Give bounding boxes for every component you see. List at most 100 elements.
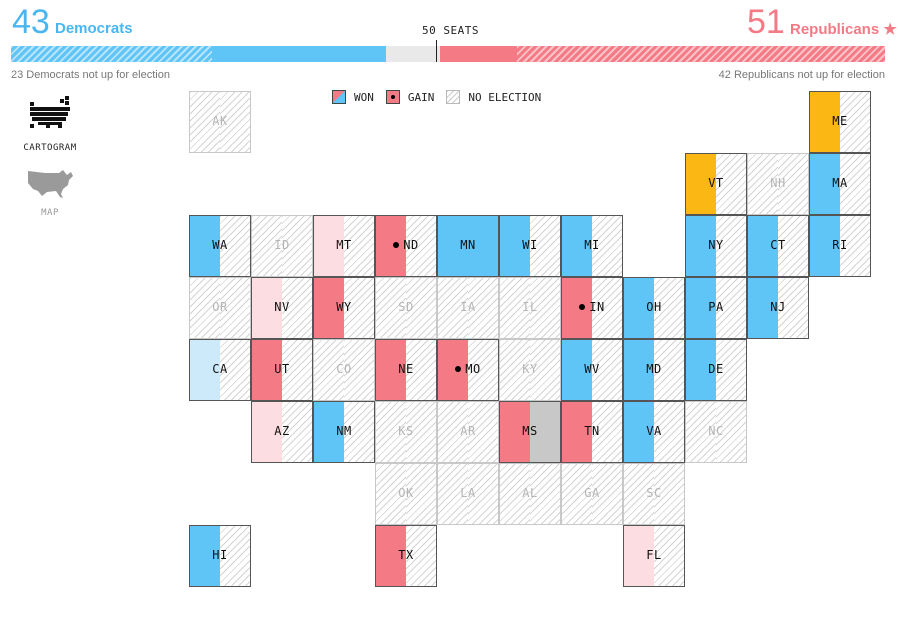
state-fill-right: [468, 340, 498, 400]
state-fill-right: [716, 278, 746, 338]
state-abbr-text: WV: [584, 362, 600, 376]
state-cell-wa[interactable]: WA: [189, 215, 251, 277]
state-cell-ma[interactable]: MA: [809, 153, 871, 215]
state-cell-ri[interactable]: RI: [809, 215, 871, 277]
state-fill-right: [654, 526, 684, 586]
state-cell-me[interactable]: ME: [809, 91, 871, 153]
state-abbr-me: ME: [810, 114, 870, 128]
state-cell-tx[interactable]: TX: [375, 525, 437, 587]
state-cell-nh[interactable]: NH: [747, 153, 809, 215]
state-cell-ct[interactable]: CT: [747, 215, 809, 277]
state-cell-oh[interactable]: OH: [623, 277, 685, 339]
state-cell-mn[interactable]: MN: [437, 215, 499, 277]
state-fill-left: [376, 526, 406, 586]
state-cell-hi[interactable]: HI: [189, 525, 251, 587]
state-cell-ok[interactable]: OK: [375, 463, 437, 525]
state-cell-la[interactable]: LA: [437, 463, 499, 525]
state-cell-vt[interactable]: VT: [685, 153, 747, 215]
state-abbr-text: FL: [646, 548, 662, 562]
state-cell-ky[interactable]: KY: [499, 339, 561, 401]
state-cell-or[interactable]: OR: [189, 277, 251, 339]
state-fill-right: [220, 526, 250, 586]
state-abbr-tn: TN: [562, 424, 622, 438]
state-abbr-in: IN: [562, 300, 622, 314]
state-abbr-text: IL: [522, 300, 538, 314]
state-fill-left: [748, 278, 778, 338]
state-cell-ga[interactable]: GA: [561, 463, 623, 525]
state-fill-left: [500, 278, 530, 338]
state-cell-wi[interactable]: WI: [499, 215, 561, 277]
state-abbr-text: VT: [708, 176, 724, 190]
state-cell-mo[interactable]: MO: [437, 339, 499, 401]
legend-gain: GAIN: [385, 90, 435, 104]
state-cell-de[interactable]: DE: [685, 339, 747, 401]
state-cell-az[interactable]: AZ: [251, 401, 313, 463]
gain-dot-icon: [579, 304, 586, 310]
state-cell-al[interactable]: AL: [499, 463, 561, 525]
map-view-button[interactable]: MAP: [20, 167, 80, 218]
state-cell-nj[interactable]: NJ: [747, 277, 809, 339]
state-cell-ms[interactable]: MS: [499, 401, 561, 463]
state-cell-md[interactable]: MD: [623, 339, 685, 401]
state-fill-left: [500, 464, 530, 524]
state-cell-id[interactable]: ID: [251, 215, 313, 277]
state-cell-pa[interactable]: PA: [685, 277, 747, 339]
state-fill-right: [220, 278, 250, 338]
cartogram-view-button[interactable]: CARTOGRAM: [20, 96, 80, 153]
state-cell-va[interactable]: VA: [623, 401, 685, 463]
state-cell-sc[interactable]: SC: [623, 463, 685, 525]
state-cell-il[interactable]: IL: [499, 277, 561, 339]
state-fill-left: [190, 278, 220, 338]
state-abbr-or: OR: [190, 300, 250, 314]
state-abbr-id: ID: [252, 238, 312, 252]
state-fill-left: [376, 464, 406, 524]
state-cell-nm[interactable]: NM: [313, 401, 375, 463]
state-cell-nc[interactable]: NC: [685, 401, 747, 463]
state-abbr-text: CT: [770, 238, 786, 252]
state-abbr-oh: OH: [624, 300, 684, 314]
state-abbr-al: AL: [500, 486, 560, 500]
state-cell-wv[interactable]: WV: [561, 339, 623, 401]
state-abbr-text: MT: [336, 238, 352, 252]
state-fill-right: [530, 402, 560, 462]
state-cell-in[interactable]: IN: [561, 277, 623, 339]
state-abbr-text: WY: [336, 300, 352, 314]
state-cell-ak[interactable]: AK: [189, 91, 251, 153]
state-fill-left: [438, 278, 468, 338]
state-cell-sd[interactable]: SD: [375, 277, 437, 339]
state-fill-right: [406, 216, 436, 276]
state-fill-right: [840, 92, 870, 152]
state-cell-co[interactable]: CO: [313, 339, 375, 401]
state-fill-right: [778, 216, 808, 276]
state-abbr-tx: TX: [376, 548, 436, 562]
map-label: MAP: [41, 208, 59, 218]
state-cell-ia[interactable]: IA: [437, 277, 499, 339]
state-cell-mi[interactable]: MI: [561, 215, 623, 277]
state-abbr-ms: MS: [500, 424, 560, 438]
state-cell-ar[interactable]: AR: [437, 401, 499, 463]
state-cell-ne[interactable]: NE: [375, 339, 437, 401]
state-cell-nd[interactable]: ND: [375, 215, 437, 277]
state-fill-right: [468, 402, 498, 462]
state-cell-wy[interactable]: WY: [313, 277, 375, 339]
state-fill-right: [344, 216, 374, 276]
state-cell-ca[interactable]: CA: [189, 339, 251, 401]
state-abbr-text: VA: [646, 424, 662, 438]
state-abbr-text: AK: [212, 114, 228, 128]
legend-gain-label: GAIN: [407, 90, 435, 104]
state-abbr-nj: NJ: [748, 300, 808, 314]
state-abbr-sd: SD: [376, 300, 436, 314]
state-fill-right: [592, 464, 622, 524]
state-cell-fl[interactable]: FL: [623, 525, 685, 587]
state-cell-mt[interactable]: MT: [313, 215, 375, 277]
gain-swatch-icon: [385, 90, 400, 104]
state-cell-ut[interactable]: UT: [251, 339, 313, 401]
state-cell-nv[interactable]: NV: [251, 277, 313, 339]
state-cell-ks[interactable]: KS: [375, 401, 437, 463]
state-cell-ny[interactable]: NY: [685, 215, 747, 277]
state-abbr-wv: WV: [562, 362, 622, 376]
state-cell-tn[interactable]: TN: [561, 401, 623, 463]
state-abbr-text: SC: [646, 486, 662, 500]
state-fill-left: [252, 402, 282, 462]
